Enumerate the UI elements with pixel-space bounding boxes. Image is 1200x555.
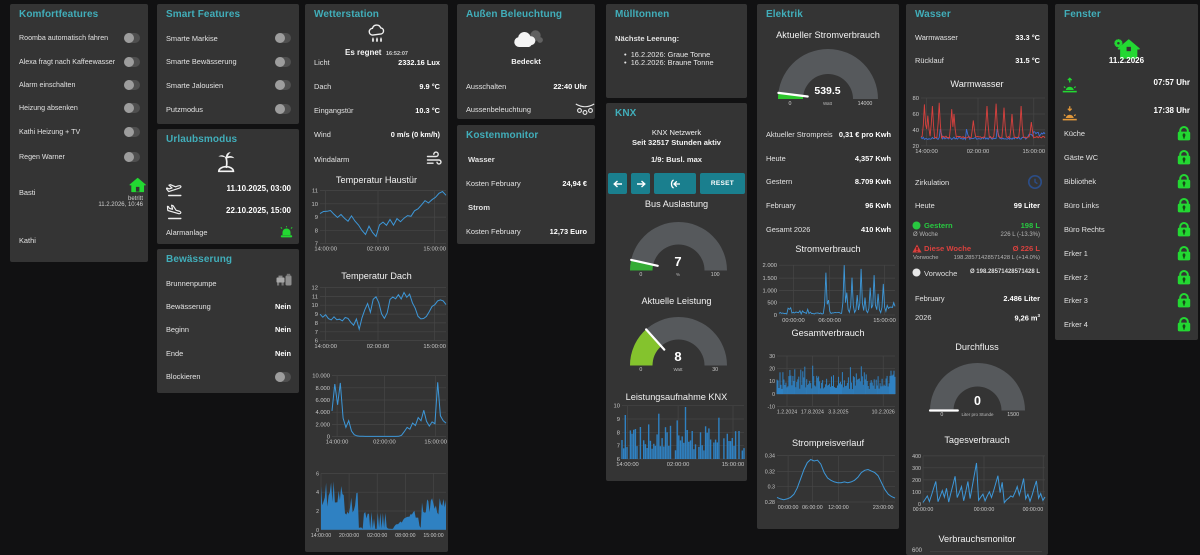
svg-text:11: 11: [312, 189, 318, 195]
svg-text:15:00:00: 15:00:00: [423, 247, 446, 253]
svg-text:9: 9: [315, 215, 318, 221]
svg-text:3.3.2025: 3.3.2025: [828, 410, 848, 416]
svg-text:0: 0: [316, 528, 319, 534]
svg-text:20: 20: [913, 144, 919, 150]
svg-text:40: 40: [913, 128, 919, 134]
svg-text:0.3: 0.3: [768, 485, 775, 491]
svg-text:0: 0: [327, 435, 330, 441]
svg-text:4: 4: [316, 490, 319, 496]
svg-text:02:00:00: 02:00:00: [367, 344, 390, 350]
svg-text:14:00:00: 14:00:00: [915, 149, 938, 155]
svg-text:14:00:00: 14:00:00: [311, 533, 331, 539]
svg-text:0: 0: [774, 313, 777, 319]
svg-text:15:00:00: 15:00:00: [423, 344, 446, 350]
svg-text:8: 8: [315, 228, 318, 234]
svg-text:12:00:00: 12:00:00: [828, 505, 849, 511]
svg-text:6.000: 6.000: [315, 398, 330, 404]
svg-text:300: 300: [912, 466, 921, 472]
svg-text:6: 6: [316, 471, 319, 477]
svg-text:8: 8: [617, 430, 620, 436]
svg-text:17.8.2024: 17.8.2024: [801, 410, 824, 416]
svg-text:20:00:00: 20:00:00: [339, 533, 359, 539]
svg-text:0.32: 0.32: [765, 470, 775, 476]
svg-text:1.2.2024: 1.2.2024: [777, 410, 797, 416]
svg-text:08:00:00: 08:00:00: [395, 533, 415, 539]
svg-text:10: 10: [312, 303, 318, 309]
svg-text:100: 100: [912, 490, 921, 496]
svg-text:400: 400: [912, 454, 921, 460]
svg-text:8.000: 8.000: [315, 386, 330, 392]
svg-text:10: 10: [312, 202, 318, 208]
svg-text:14:00:00: 14:00:00: [616, 462, 639, 468]
svg-text:4.000: 4.000: [315, 410, 330, 416]
svg-text:00:00:00: 00:00:00: [778, 505, 799, 511]
svg-text:02:00:00: 02:00:00: [667, 462, 690, 468]
svg-text:30: 30: [769, 354, 775, 360]
svg-text:200: 200: [912, 478, 921, 484]
svg-text:7: 7: [617, 444, 620, 450]
svg-text:15:00:00: 15:00:00: [423, 533, 443, 539]
svg-text:14:00:00: 14:00:00: [314, 344, 337, 350]
svg-text:1.500: 1.500: [762, 276, 777, 282]
svg-text:7: 7: [315, 330, 318, 336]
svg-text:23:00:00: 23:00:00: [873, 505, 894, 511]
svg-text:15:00:00: 15:00:00: [722, 462, 745, 468]
svg-text:00:00:00: 00:00:00: [1023, 507, 1044, 513]
svg-text:10: 10: [769, 379, 775, 385]
svg-text:14:00:00: 14:00:00: [314, 247, 337, 253]
svg-text:2: 2: [316, 509, 319, 515]
svg-text:15:00:00: 15:00:00: [424, 440, 447, 446]
svg-text:02:00:00: 02:00:00: [373, 440, 396, 446]
svg-text:500: 500: [767, 301, 777, 307]
svg-text:0: 0: [918, 502, 921, 508]
svg-text:12: 12: [312, 286, 318, 292]
svg-text:10.2.2026: 10.2.2026: [872, 410, 895, 416]
svg-text:06:00:00: 06:00:00: [818, 318, 841, 324]
svg-text:0.34: 0.34: [765, 454, 775, 460]
svg-text:1.000: 1.000: [762, 288, 777, 294]
svg-text:0: 0: [772, 392, 775, 398]
svg-text:80: 80: [913, 96, 919, 102]
svg-text:-10: -10: [768, 404, 776, 410]
svg-text:15:00:00: 15:00:00: [873, 318, 896, 324]
svg-text:00:00:00: 00:00:00: [913, 507, 934, 513]
svg-text:11: 11: [312, 294, 318, 300]
svg-text:2.000: 2.000: [315, 422, 330, 428]
svg-text:60: 60: [913, 112, 919, 118]
svg-text:14:00:00: 14:00:00: [326, 440, 349, 446]
svg-text:02:00:00: 02:00:00: [367, 533, 387, 539]
svg-text:7: 7: [315, 242, 318, 248]
svg-text:15:00:00: 15:00:00: [1023, 149, 1046, 155]
svg-text:00:00:00: 00:00:00: [782, 318, 805, 324]
svg-text:6: 6: [617, 457, 620, 463]
svg-text:20: 20: [769, 366, 775, 372]
svg-text:00:00:00: 00:00:00: [974, 507, 995, 513]
svg-text:9: 9: [617, 417, 620, 423]
svg-text:10: 10: [614, 404, 620, 410]
svg-text:8: 8: [315, 321, 318, 327]
svg-text:10.000: 10.000: [312, 374, 330, 380]
svg-text:9: 9: [315, 312, 318, 318]
svg-text:06:00:00: 06:00:00: [802, 505, 823, 511]
svg-text:0.28: 0.28: [765, 500, 775, 506]
svg-text:02:00:00: 02:00:00: [967, 149, 990, 155]
svg-text:6: 6: [315, 339, 318, 345]
svg-text:2.000: 2.000: [762, 263, 777, 269]
svg-text:02:00:00: 02:00:00: [367, 247, 390, 253]
